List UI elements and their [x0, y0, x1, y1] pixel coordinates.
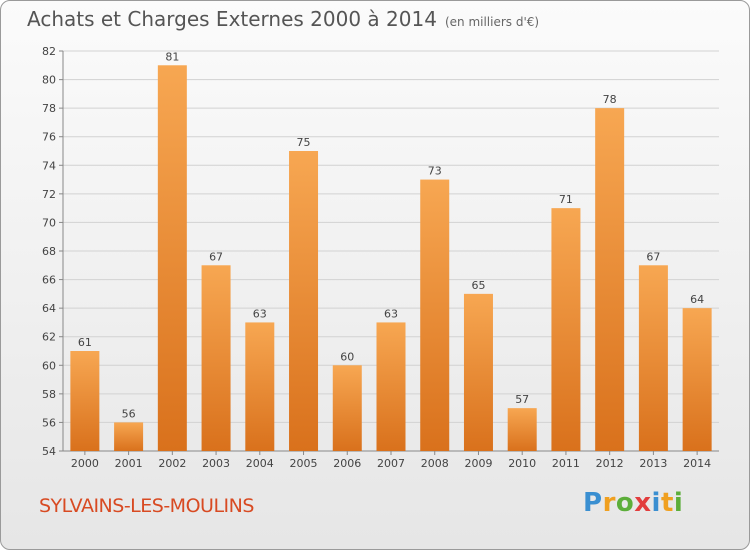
bars: [70, 65, 712, 452]
logo-letter: i: [651, 488, 661, 518]
bar-2012: [595, 108, 625, 452]
commune-name: SYLVAINS-LES-MOULINS: [39, 495, 254, 517]
x-tick-label: 2006: [333, 457, 361, 470]
value-label-2012: 78: [603, 93, 617, 106]
bar-2005: [289, 151, 319, 451]
value-label-2002: 81: [165, 50, 179, 63]
x-tick-label: 2003: [202, 457, 230, 470]
bar-2007: [376, 322, 406, 451]
value-label-2000: 61: [78, 336, 92, 349]
y-tick-label: 70: [42, 216, 56, 229]
value-label-2005: 75: [297, 136, 311, 149]
value-labels: 61 56 81 67 63 75 60 63 73 65 57 71 78 67 64: [78, 50, 704, 420]
bar-2013: [638, 265, 668, 451]
y-tick-label: 74: [42, 159, 56, 172]
bar-2001: [114, 422, 144, 451]
value-label-2006: 60: [340, 350, 354, 363]
y-tick-label: 82: [42, 45, 56, 58]
value-label-2003: 67: [209, 250, 223, 263]
logo-letter: i: [673, 488, 684, 518]
x-tick-label: 2014: [683, 457, 711, 470]
logo-letter: t: [660, 488, 674, 518]
value-label-2009: 65: [471, 279, 485, 292]
x-tick-label: 2004: [246, 457, 274, 470]
y-tick-label: 72: [42, 188, 56, 201]
x-tick-label: 2010: [508, 457, 536, 470]
logo-letter: x: [634, 488, 652, 518]
bar-2006: [332, 365, 362, 451]
bar-2002: [157, 65, 187, 452]
x-tick-label: 2002: [158, 457, 186, 470]
bar-2003: [201, 265, 231, 451]
proxiti-logo: Proxiti: [583, 488, 683, 518]
y-tick-label: 58: [42, 388, 56, 401]
y-tick-label: 76: [42, 131, 56, 144]
bar-2004: [245, 322, 275, 451]
chart-title-text: Achats et Charges Externes 2000 à 2014: [27, 7, 437, 31]
y-tick-label: 78: [42, 102, 56, 115]
tick-labels: 54 56 58 60 62 64 66 68 70 72 74 76 78 80 82 2000 2001 20…: [42, 45, 711, 470]
bar-2014: [682, 308, 712, 451]
y-tick-label: 54: [42, 445, 56, 458]
x-tick-label: 2005: [290, 457, 318, 470]
value-label-2013: 67: [646, 250, 660, 263]
value-label-2011: 71: [559, 193, 573, 206]
value-label-2004: 63: [253, 307, 267, 320]
y-tick-label: 64: [42, 302, 56, 315]
x-tick-label: 2007: [377, 457, 405, 470]
value-label-2014: 64: [690, 293, 704, 306]
x-tick-label: 2001: [115, 457, 143, 470]
bar-2008: [420, 179, 450, 452]
chart-subtitle: (en milliers d'€): [444, 15, 540, 29]
value-label-2010: 57: [515, 393, 529, 406]
x-tick-label: 2009: [464, 457, 492, 470]
y-tick-label: 60: [42, 359, 56, 372]
y-tick-label: 56: [42, 416, 56, 429]
y-tick-label: 66: [42, 274, 56, 287]
chart-title: Achats et Charges Externes 2000 à 2014 (e…: [27, 7, 539, 31]
x-tick-label: 2012: [596, 457, 624, 470]
y-tick-label: 80: [42, 74, 56, 87]
bar-2010: [507, 408, 537, 451]
logo-letter: r: [602, 488, 616, 518]
x-tick-label: 2008: [421, 457, 449, 470]
value-label-2001: 56: [122, 407, 136, 420]
value-label-2007: 63: [384, 307, 398, 320]
bar-2000: [70, 351, 100, 451]
logo-letter: o: [615, 488, 635, 518]
bar-2011: [551, 208, 581, 451]
x-tick-label: 2000: [71, 457, 99, 470]
logo-letter: P: [583, 488, 603, 518]
y-tick-label: 62: [42, 331, 56, 344]
y-tick-label: 68: [42, 245, 56, 258]
value-label-2008: 73: [428, 165, 442, 178]
x-tick-label: 2011: [552, 457, 580, 470]
bar-2009: [463, 293, 493, 451]
x-tick-label: 2013: [639, 457, 667, 470]
